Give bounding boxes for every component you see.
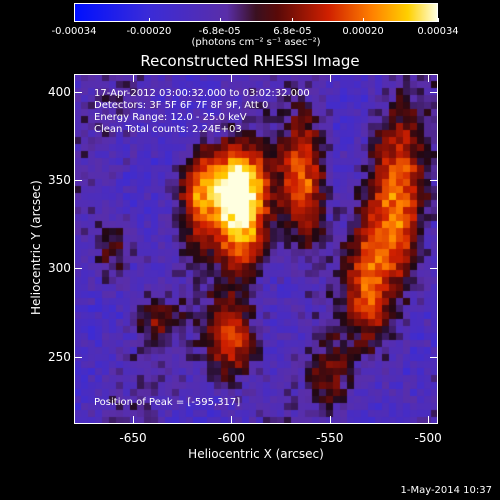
x-tick-label: -650 [119,431,147,445]
annotation-time-range: 17-Apr-2012 03:00:32.000 to 03:02:32.000 [94,88,310,99]
axis-tick [430,268,438,270]
annotation-energy: Energy Range: 12.0 - 25.0 keV [94,112,247,123]
axis-tick [133,416,135,424]
axis-tick [231,74,233,82]
x-tick-label: -550 [316,431,344,445]
colorbar-tick-label: 0.00020 [342,26,384,37]
axis-tick [231,416,233,424]
axis-tick [430,356,438,358]
axis-tick [329,74,331,82]
axis-tick [133,74,135,82]
colorbar-tick-label: 6.8e-05 [273,26,312,37]
colorbar-units: (photons cm⁻² s⁻¹ asec⁻²) [191,37,321,48]
y-tick-label: 400 [48,84,71,99]
rhessi-image [74,74,438,424]
colorbar-tick [148,18,150,22]
colorbar-tick-label: -6.8e-05 [198,26,241,37]
colorbar [74,3,438,22]
axis-tick [428,416,430,424]
colorbar-tick [438,18,439,22]
axis-tick [430,91,438,93]
axis-tick [428,74,430,82]
y-tick-label: 350 [48,173,71,188]
axis-tick [430,180,438,182]
colorbar-tick [363,18,365,22]
axis-tick [329,416,331,424]
colorbar-tick [74,18,75,22]
axis-tick [74,180,82,182]
axis-tick [74,356,82,358]
colorbar-tick-label: -0.00020 [126,26,172,37]
annotation-peak: Position of Peak = [-595,317] [94,397,241,408]
y-axis-label: Heliocentric Y (arcsec) [29,180,43,315]
y-tick-label: 250 [48,349,71,364]
x-tick-label: -500 [414,431,442,445]
annotation-detectors: Detectors: 3F 5F 6F 7F 8F 9F, Att 0 [94,100,269,111]
colorbar-tick [219,18,221,22]
footer-date: 1-May-2014 10:37 [400,485,492,496]
x-axis-label: Heliocentric X (arcsec) [188,447,324,461]
plot-title: Reconstructed RHESSI Image [140,52,360,70]
annotation-clean: Clean Total counts: 2.24E+03 [94,124,242,135]
axis-tick [74,268,82,270]
colorbar-tick-label: 0.00034 [417,26,459,37]
colorbar-tick-label: -0.00034 [51,26,97,37]
x-tick-label: -600 [217,431,246,445]
axis-tick [74,91,82,93]
colorbar-tick [292,18,294,22]
y-tick-label: 300 [48,261,71,276]
